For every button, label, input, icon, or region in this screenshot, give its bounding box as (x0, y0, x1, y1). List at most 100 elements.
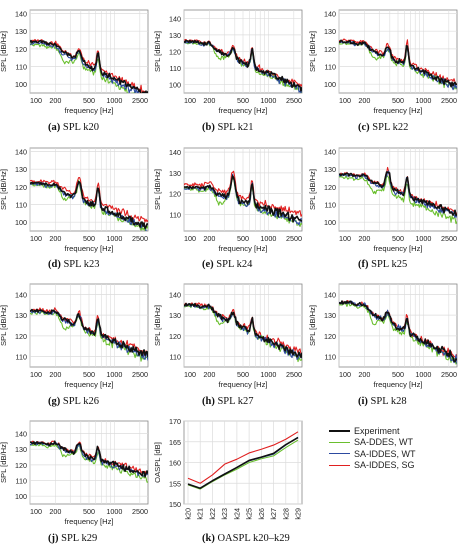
y-tick-label: 110 (16, 201, 27, 210)
y-tick-label: 120 (15, 183, 27, 192)
panel-caption-text: SPL k29 (61, 533, 98, 544)
panel-caption: (k) OASPL k20–k29 (202, 533, 290, 544)
y-tick-label: 120 (324, 183, 336, 192)
x-tick-label: 500 (83, 96, 95, 105)
y-tick-label: 130 (15, 311, 27, 320)
chart-panel-j: 100 110 120 130 140 100 200 500 1000 2500 frequenc… (0, 420, 149, 526)
y-tick-label: 130 (324, 165, 336, 174)
panel-caption-letter: (b) (202, 122, 218, 133)
x-tick-label: 1000 (415, 370, 431, 379)
legend: Experiment SA-DDES, WT SA-IDDES, WT SA-I… (329, 425, 416, 471)
y-tick-label: 140 (169, 14, 181, 23)
panel-caption: (e) SPL k24 (202, 259, 252, 270)
x-tick-label: k21 (196, 508, 205, 520)
series-line-experiment (339, 171, 457, 217)
x-tick-label: 500 (392, 96, 404, 105)
y-tick-label: 140 (15, 430, 27, 439)
y-tick-label: 150 (169, 500, 181, 509)
x-tick-label: 100 (184, 370, 196, 379)
y-tick-label: 140 (324, 10, 336, 19)
x-axis-label: frequency [Hz] (65, 106, 114, 115)
x-tick-label: 200 (203, 96, 215, 105)
panel-caption-text: SPL k20 (62, 122, 99, 133)
x-tick-label: 1000 (106, 507, 122, 516)
x-tick-label: 1000 (260, 96, 276, 105)
legend-label: Experiment (354, 425, 400, 436)
panel-caption-letter: (d) (48, 259, 64, 270)
y-tick-label: 110 (325, 353, 336, 362)
y-tick-label: 140 (15, 148, 27, 157)
x-tick-label: 100 (30, 234, 42, 243)
chart-panel-i: 110 120 130 140 100 200 500 1000 2500 frequency [… (308, 283, 458, 389)
y-tick-label: 110 (325, 63, 336, 72)
y-tick-label: 110 (16, 63, 27, 72)
x-tick-label: k22 (208, 508, 217, 520)
y-tick-label: 140 (169, 290, 181, 299)
x-tick-label: 200 (203, 370, 215, 379)
series-line-sa-iddes-sg (184, 170, 302, 217)
x-tick-label: 2500 (132, 370, 148, 379)
chart-panel-h: 110 120 130 140 100 200 500 1000 2500 frequency [… (153, 283, 303, 389)
y-axis-label: SPL [dB/Hz] (0, 305, 8, 346)
y-axis-label: OASPL [dB] (153, 442, 162, 483)
y-tick-label: 100 (169, 81, 181, 90)
y-tick-label: 130 (15, 445, 27, 454)
panel-caption-letter: (i) (358, 396, 371, 407)
panel-caption: (j) SPL k29 (48, 533, 97, 544)
y-tick-label: 110 (170, 210, 181, 219)
x-tick-label: 200 (49, 234, 61, 243)
x-tick-label: 100 (30, 96, 42, 105)
legend-swatch-sa-iddes-sg (329, 464, 350, 466)
y-tick-label: 140 (324, 148, 336, 157)
x-tick-label: 1000 (415, 234, 431, 243)
panel-caption: (d) SPL k23 (48, 259, 100, 270)
series-line-sa-ddes-wt (339, 175, 457, 225)
legend-item: Experiment (329, 425, 416, 437)
legend-label: SA-IDDES, SG (354, 460, 415, 471)
y-tick-label: 130 (324, 27, 336, 36)
panel-caption: (h) SPL k27 (202, 396, 254, 407)
panel-caption-letter: (f) (358, 259, 372, 270)
y-tick-label: 155 (169, 479, 181, 488)
x-tick-label: 500 (83, 234, 95, 243)
y-tick-label: 120 (169, 48, 181, 57)
legend-item: SA-IDDES, WT (329, 448, 416, 460)
x-tick-label: 100 (339, 370, 351, 379)
y-tick-label: 140 (15, 10, 27, 19)
y-tick-label: 120 (15, 461, 27, 470)
y-tick-label: 165 (169, 438, 181, 447)
x-tick-label: 200 (49, 370, 61, 379)
series-line-experiment (339, 39, 457, 88)
x-axis-label: frequency [Hz] (219, 106, 268, 115)
x-tick-label: 200 (49, 507, 61, 516)
x-axis-label: frequency [Hz] (219, 380, 268, 389)
panel-caption-text: OASPL k20–k29 (217, 533, 290, 544)
x-tick-label: 1000 (106, 370, 122, 379)
x-axis-label: frequency [Hz] (374, 244, 423, 253)
x-tick-label: 100 (184, 96, 196, 105)
y-tick-label: 160 (169, 459, 181, 468)
x-tick-label: 200 (358, 370, 370, 379)
legend-swatch-experiment (329, 429, 350, 432)
x-tick-label: 100 (339, 234, 351, 243)
x-tick-label: k26 (257, 508, 266, 520)
chart-panel-a: 100 110 120 130 140 100 200 500 1000 2500 frequenc… (0, 10, 149, 115)
y-tick-label: 170 (169, 417, 181, 426)
x-tick-label: 500 (237, 96, 249, 105)
x-tick-label: 500 (392, 234, 404, 243)
x-axis-label: frequency [Hz] (374, 380, 423, 389)
y-tick-label: 120 (15, 45, 27, 54)
y-tick-label: 110 (16, 353, 27, 362)
x-axis-label: frequency [Hz] (65, 244, 114, 253)
y-axis-label: SPL [dB/Hz] (308, 305, 317, 346)
x-tick-label: 2500 (441, 370, 457, 379)
x-tick-label: 200 (358, 96, 370, 105)
series-line-experiment (30, 180, 148, 230)
x-axis-label: frequency [Hz] (219, 244, 268, 253)
panel-caption-text: SPL k28 (370, 396, 407, 407)
x-tick-label: 500 (392, 370, 404, 379)
y-tick-label: 130 (169, 31, 181, 40)
x-tick-label: 2500 (441, 234, 457, 243)
legend-swatch-sa-iddes-wt (329, 453, 350, 455)
panel-caption: (c) SPL k22 (358, 122, 408, 133)
